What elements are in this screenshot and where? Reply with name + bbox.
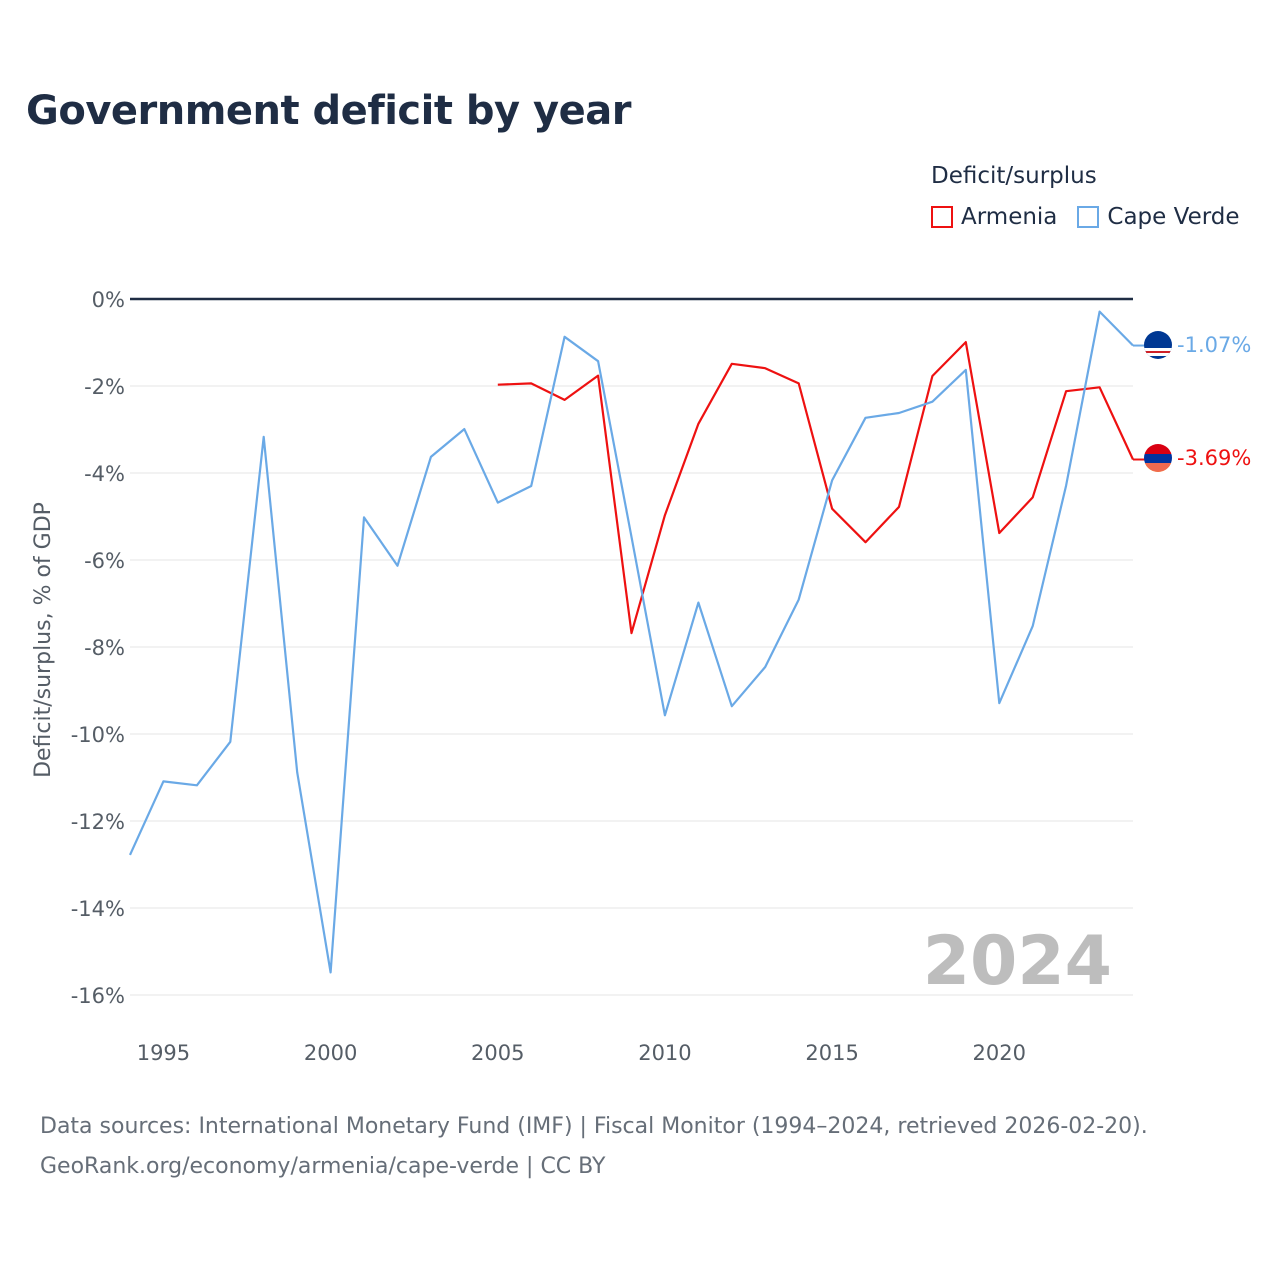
y-tick-label: -10% [71, 723, 125, 747]
y-axis-label: Deficit/surplus, % of GDP [31, 502, 56, 778]
legend-title: Deficit/surplus [931, 163, 1097, 189]
y-axis-ticks: 0% -2% -4% -6% -8% -10% -12% -14% -16% [71, 288, 125, 1008]
series-line-armenia[interactable] [497, 341, 1134, 635]
series-lines [128, 310, 1146, 974]
y-tick-label: -14% [71, 897, 125, 921]
y-tick-label: -16% [71, 984, 125, 1008]
x-tick-label: 2015 [805, 1041, 858, 1065]
x-tick-label: 2000 [304, 1041, 357, 1065]
x-tick-label: 2005 [471, 1041, 524, 1065]
x-tick-label: 2010 [638, 1041, 691, 1065]
y-tick-label: -12% [71, 810, 125, 834]
footer: Data sources: International Monetary Fun… [40, 1107, 1148, 1187]
y-tick-label: -4% [84, 462, 125, 486]
year-watermark: 2024 [923, 922, 1112, 1001]
end-label-armenia: -3.69% [1177, 446, 1251, 470]
y-tick-label: -8% [84, 636, 125, 660]
x-axis-ticks: 1995 2000 2005 2010 2015 2020 [137, 1041, 1026, 1065]
armenia-flag-icon [1144, 444, 1172, 472]
x-tick-label: 2020 [973, 1041, 1026, 1065]
footer-credit: GeoRank.org/economy/armenia/cape-verde |… [40, 1154, 606, 1179]
grid-lines [130, 385, 1133, 996]
series-line-cape-verde[interactable] [128, 310, 1134, 974]
chart-title: Government deficit by year [26, 88, 631, 134]
legend: Armenia Cape Verde [931, 204, 1260, 230]
legend-swatch-cape-verde [1077, 206, 1100, 228]
legend-swatch-armenia [931, 206, 953, 228]
line-chart: 0% -2% -4% -6% -8% -10% -12% -14% -16% 1995 2000 2… [31, 288, 1251, 1065]
y-tick-label: 0% [92, 288, 125, 312]
legend-label-armenia: Armenia [961, 204, 1058, 230]
legend-item-cape-verde[interactable]: Cape Verde [1077, 204, 1240, 230]
end-label-cape-verde: -1.07% [1177, 333, 1251, 357]
x-tick-label: 1995 [137, 1041, 190, 1065]
legend-item-armenia[interactable]: Armenia [931, 204, 1057, 230]
cape-verde-flag-icon [1144, 331, 1172, 359]
y-tick-label: -6% [84, 549, 125, 573]
y-tick-label: -2% [84, 375, 125, 399]
footer-sources: Data sources: International Monetary Fun… [40, 1114, 1148, 1139]
legend-label-cape-verde: Cape Verde [1107, 204, 1240, 230]
